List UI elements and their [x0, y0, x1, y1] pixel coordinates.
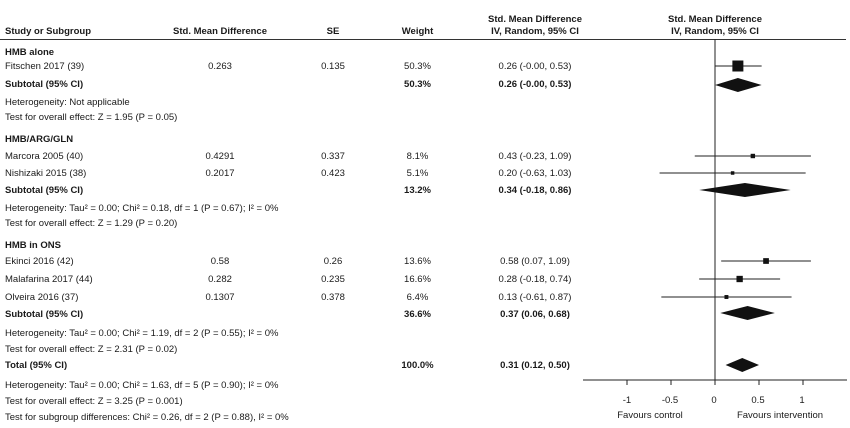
study-point-estimate: [736, 275, 743, 283]
axis-tick-label: 0.5: [751, 395, 765, 406]
study-point-estimate: [730, 171, 735, 175]
header-weight: Weight: [401, 26, 434, 37]
study-se: 0.235: [321, 274, 345, 285]
total-weight: 100.0%: [401, 360, 434, 371]
axis-tick-label: -1: [622, 395, 632, 406]
subtotal-weight: 50.3%: [404, 79, 431, 90]
study-smd: 0.2017: [205, 168, 235, 179]
axis-tick-label: 0: [711, 395, 717, 406]
axis-tick-label: 1: [799, 395, 805, 406]
subtotal-ci: 0.26 (-0.00, 0.53): [498, 79, 572, 90]
study-smd: 0.282: [208, 274, 232, 285]
study-weight: 13.6%: [404, 256, 431, 267]
study-ci: 0.58 (0.07, 1.09): [500, 256, 570, 267]
header-plot-sub: IV, Random, 95% CI: [671, 26, 759, 37]
group-title: HMB in ONS: [5, 240, 61, 251]
study-point-estimate: [763, 258, 769, 264]
total-overall-effect: Test for overall effect: Z = 3.25 (P = 0…: [5, 396, 183, 407]
group-title: HMB alone: [5, 47, 55, 58]
study-point-estimate: [732, 60, 744, 72]
study-se: 0.26: [323, 256, 343, 267]
heterogeneity-text: Heterogeneity: Not applicable: [5, 97, 130, 108]
study-se: 0.378: [321, 292, 345, 303]
subtotal-label: Subtotal (95% CI): [5, 185, 84, 196]
pooled-estimate-diamond: [699, 183, 791, 197]
header-smd: Std. Mean Difference: [173, 26, 267, 37]
heterogeneity-text: Heterogeneity: Tau² = 0.00; Chi² = 1.19,…: [5, 328, 279, 339]
total-label: Total (95% CI): [5, 360, 68, 371]
study-name: Marcora 2005 (40): [5, 151, 84, 162]
study-name: Nishizaki 2015 (38): [5, 168, 87, 179]
pooled-estimate-diamond: [715, 78, 762, 92]
study-ci: 0.43 (-0.23, 1.09): [498, 151, 572, 162]
pooled-estimate-diamond: [725, 358, 759, 372]
favours-intervention-label: Favours intervention: [736, 410, 824, 421]
study-smd: 0.58: [210, 256, 230, 267]
study-weight: 5.1%: [406, 168, 429, 179]
header-plot-title: Std. Mean Difference: [668, 14, 762, 25]
header-ci-sub: IV, Random, 95% CI: [491, 26, 579, 37]
study-weight: 6.4%: [406, 292, 429, 303]
study-smd: 0.1307: [205, 292, 235, 303]
axis-tick-label: -0.5: [661, 395, 679, 406]
total-ci: 0.31 (0.12, 0.50): [500, 360, 570, 371]
subtotal-ci: 0.34 (-0.18, 0.86): [498, 185, 572, 196]
study-name: Ekinci 2016 (42): [5, 256, 74, 267]
header-rule: [0, 39, 846, 40]
study-se: 0.337: [321, 151, 345, 162]
subtotal-label: Subtotal (95% CI): [5, 79, 84, 90]
header-se: SE: [326, 26, 340, 37]
study-name: Olveira 2016 (37): [5, 292, 79, 303]
study-smd: 0.4291: [205, 151, 235, 162]
study-se: 0.423: [321, 168, 345, 179]
study-smd: 0.263: [208, 61, 232, 72]
study-name: Malafarina 2017 (44): [5, 274, 93, 285]
study-ci: 0.28 (-0.18, 0.74): [498, 274, 572, 285]
study-ci: 0.13 (-0.61, 0.87): [498, 292, 572, 303]
subtotal-weight: 36.6%: [404, 309, 431, 320]
group-title: HMB/ARG/GLN: [5, 134, 74, 145]
overall-effect-text: Test for overall effect: Z = 1.95 (P = 0…: [5, 112, 178, 123]
subtotal-ci: 0.37 (0.06, 0.68): [500, 309, 570, 320]
study-point-estimate: [750, 153, 756, 159]
header-study: Study or Subgroup: [5, 26, 92, 37]
study-name: Fitschen 2017 (39): [5, 61, 85, 72]
study-weight: 8.1%: [406, 151, 429, 162]
study-weight: 50.3%: [404, 61, 431, 72]
total-heterogeneity: Heterogeneity: Tau² = 0.00; Chi² = 1.63,…: [5, 380, 279, 391]
study-ci: 0.20 (-0.63, 1.03): [498, 168, 572, 179]
study-ci: 0.26 (-0.00, 0.53): [498, 61, 572, 72]
subtotal-label: Subtotal (95% CI): [5, 309, 84, 320]
study-point-estimate: [724, 295, 729, 299]
overall-effect-text: Test for overall effect: Z = 2.31 (P = 0…: [5, 344, 178, 355]
study-weight: 16.6%: [404, 274, 431, 285]
header-ci-title: Std. Mean Difference: [488, 14, 582, 25]
study-se: 0.135: [321, 61, 345, 72]
subtotal-weight: 13.2%: [404, 185, 431, 196]
favours-control-label: Favours control: [617, 410, 683, 421]
overall-effect-text: Test for overall effect: Z = 1.29 (P = 0…: [5, 218, 178, 229]
pooled-estimate-diamond: [720, 306, 775, 320]
subgroup-differences: Test for subgroup differences: Chi² = 0.…: [5, 412, 289, 423]
heterogeneity-text: Heterogeneity: Tau² = 0.00; Chi² = 0.18,…: [5, 203, 279, 214]
